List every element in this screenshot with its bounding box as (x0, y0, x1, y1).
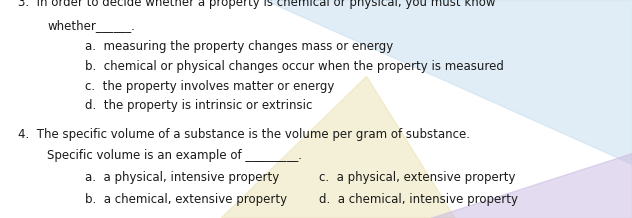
Polygon shape (265, 0, 632, 164)
Text: d.  a chemical, intensive property: d. a chemical, intensive property (319, 193, 518, 206)
Text: b.  chemical or physical changes occur when the property is measured: b. chemical or physical changes occur wh… (85, 60, 504, 73)
Text: b.  a chemical, extensive property: b. a chemical, extensive property (85, 193, 288, 206)
Text: a.  measuring the property changes mass or energy: a. measuring the property changes mass o… (85, 40, 394, 53)
Text: 3.  In order to decide whether a property is chemical or physical, you must know: 3. In order to decide whether a property… (18, 0, 495, 9)
Text: a.  a physical, intensive property: a. a physical, intensive property (85, 171, 279, 184)
Text: c.  the property involves matter or energy: c. the property involves matter or energ… (85, 80, 335, 93)
Text: d.  the property is intrinsic or extrinsic: d. the property is intrinsic or extrinsi… (85, 99, 313, 112)
Text: 4.  The specific volume of a substance is the volume per gram of substance.: 4. The specific volume of a substance is… (18, 128, 470, 141)
Polygon shape (430, 153, 632, 218)
Polygon shape (221, 76, 455, 218)
Text: Specific volume is an example of _________.: Specific volume is an example of _______… (47, 149, 302, 162)
Text: c.  a physical, extensive property: c. a physical, extensive property (319, 171, 516, 184)
Text: whether______.: whether______. (47, 19, 135, 32)
